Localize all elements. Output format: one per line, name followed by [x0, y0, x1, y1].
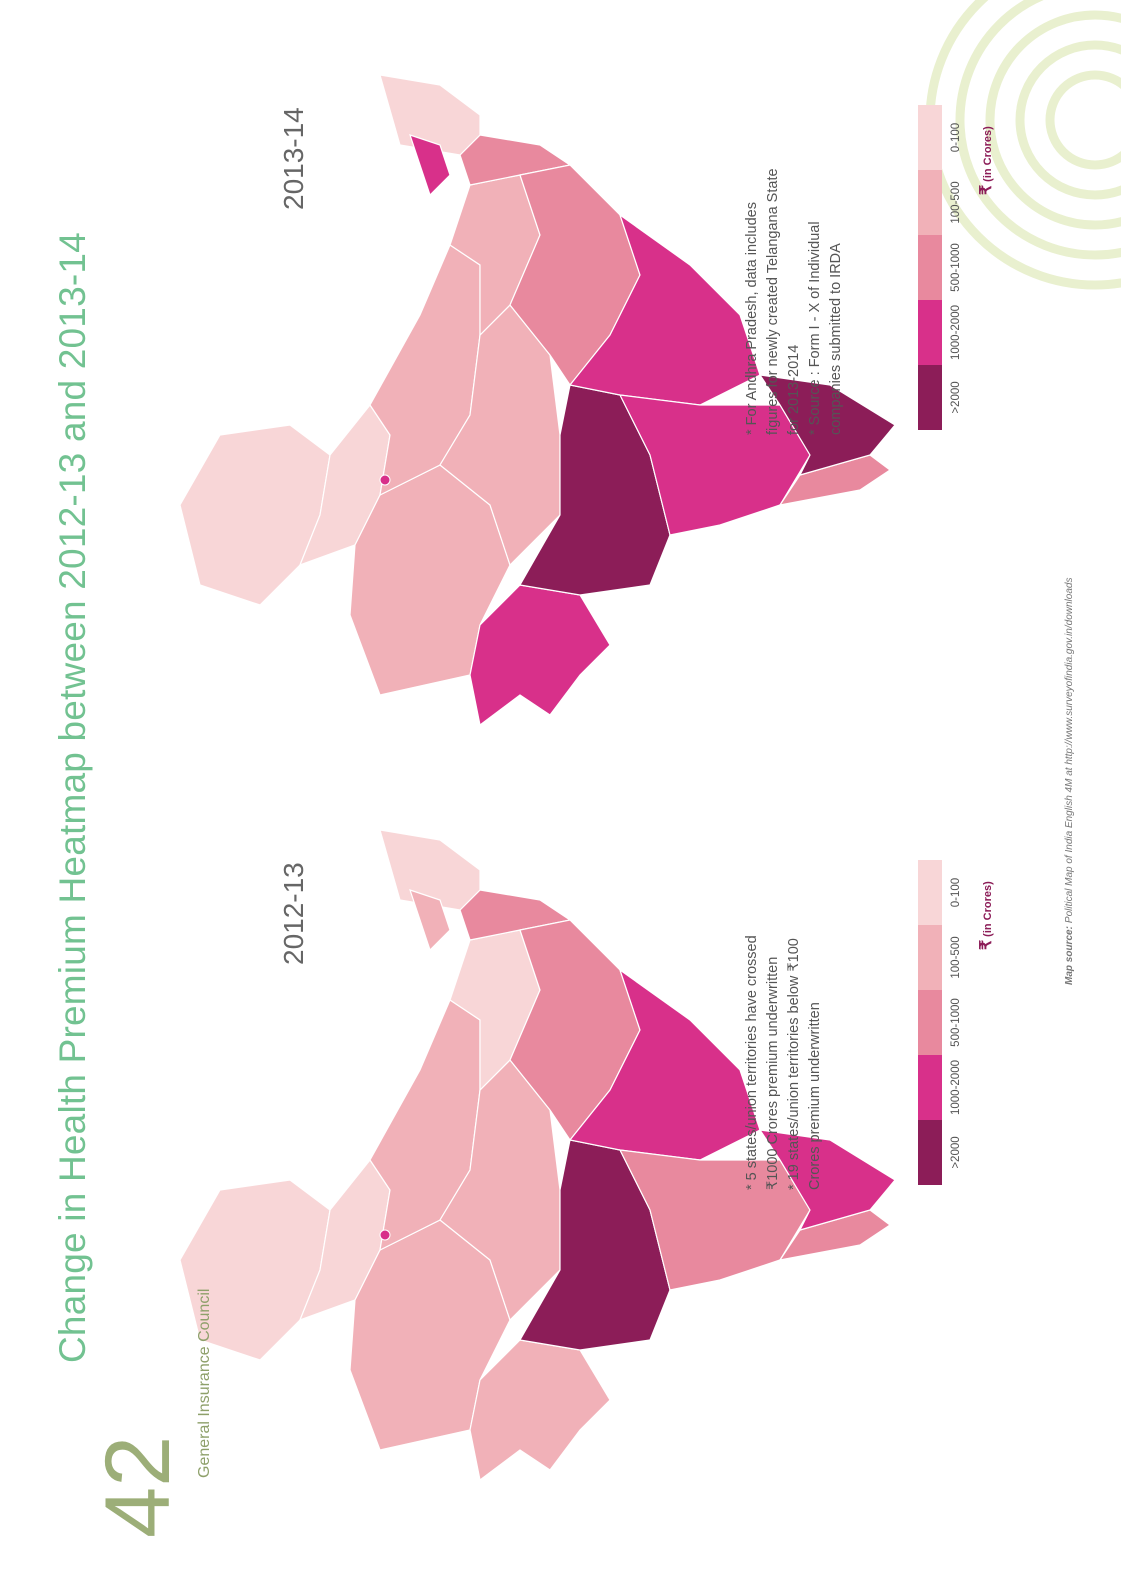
- unit-text: (in Crores): [982, 126, 994, 182]
- state-region: [409, 134, 451, 197]
- legend-label: 500-1000: [950, 243, 962, 292]
- note: * For Andhra Pradesh, data includes figu…: [744, 168, 802, 435]
- state-region: [568, 213, 761, 406]
- arc: [985, 10, 1121, 230]
- note: * 19 states/union territories below ₹100…: [786, 938, 823, 1190]
- delhi-region: [379, 1229, 391, 1241]
- state-region: [469, 1339, 611, 1482]
- legend-label: 1000-2000: [950, 1060, 962, 1115]
- source-label: Map source:: [1064, 926, 1075, 985]
- state-region: [469, 584, 611, 727]
- legend-swatch: [918, 235, 942, 300]
- arc: [1015, 40, 1121, 200]
- page-number: 42: [87, 1435, 189, 1538]
- legend-label: 100-500: [950, 936, 962, 979]
- legend-unit: ₹ (in Crores): [976, 126, 996, 195]
- legend-swatch: [918, 365, 942, 430]
- notes: * For Andhra Pradesh, data includes figu…: [742, 155, 847, 435]
- legend-swatch: [918, 860, 942, 925]
- legend-swatch: [918, 990, 942, 1055]
- india-map: [179, 829, 896, 1482]
- note: * 5 states/union territories have crosse…: [744, 935, 781, 1190]
- india-map: [179, 74, 896, 727]
- state-region: [778, 1209, 892, 1261]
- state-region: [758, 1129, 896, 1231]
- map-source: Map source: Political Map of India Englis…: [1064, 578, 1075, 985]
- map-year: 2013-14: [278, 107, 309, 210]
- delhi-region: [379, 474, 391, 486]
- source-text: Political Map of India English 4M at htt…: [1064, 577, 1075, 924]
- state-region: [568, 968, 761, 1161]
- map-year: 2012-13: [278, 862, 309, 965]
- state-region: [379, 74, 481, 156]
- state-region: [758, 374, 896, 476]
- legend-swatch: [918, 170, 942, 235]
- state-region: [379, 829, 481, 911]
- legend-label: 0-100: [950, 877, 962, 908]
- legend-label: 0-100: [950, 122, 962, 153]
- page-title: Change in Health Premium Heatmap between…: [52, 232, 93, 1363]
- arc: [955, 0, 1121, 260]
- legend-label: 100-500: [950, 181, 962, 224]
- note: * Source : Form I - X of Individual comp…: [807, 221, 844, 435]
- state-region: [179, 424, 331, 606]
- legend-label: 1000-2000: [950, 305, 962, 360]
- legend-swatch: [918, 105, 942, 170]
- legend-swatch: [918, 1055, 942, 1120]
- state-region: [778, 454, 892, 506]
- unit-symbol: ₹: [978, 939, 995, 950]
- legend-swatch: [918, 300, 942, 365]
- legend-label: >2000: [950, 381, 962, 414]
- legend-label: >2000: [950, 1136, 962, 1169]
- arc: [1045, 70, 1121, 170]
- legend-label: 500-1000: [950, 998, 962, 1047]
- state-region: [409, 889, 451, 952]
- legend-unit: ₹ (in Crores): [976, 881, 996, 950]
- legend-swatch: [918, 1120, 942, 1185]
- publisher: General Insurance Council: [196, 1288, 213, 1478]
- legend-swatch: [918, 925, 942, 990]
- unit-text: (in Crores): [982, 881, 994, 937]
- notes: * 5 states/union territories have crosse…: [742, 922, 826, 1190]
- unit-symbol: ₹: [978, 184, 995, 195]
